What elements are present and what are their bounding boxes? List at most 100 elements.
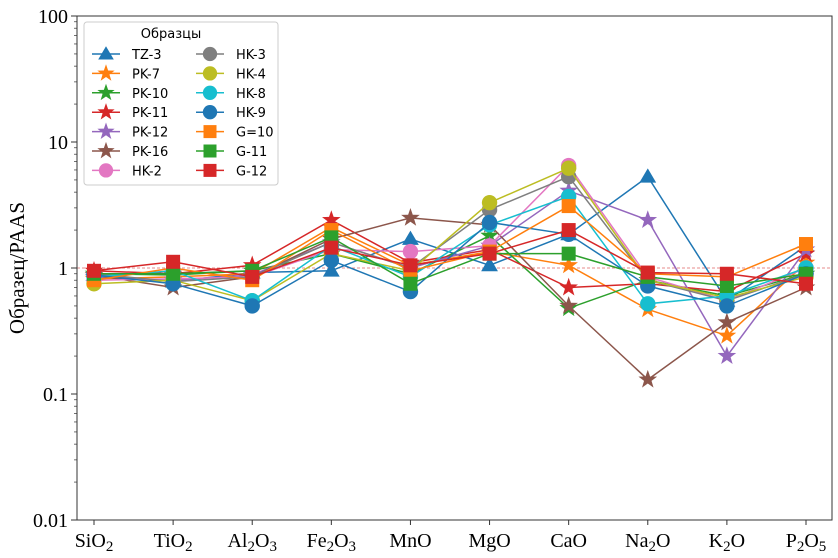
legend-label: G-12 (236, 164, 267, 179)
x-tick-label: CaO (550, 530, 587, 552)
data-point (481, 214, 498, 231)
data-point (401, 208, 420, 226)
x-tick-label: K2O (709, 530, 745, 555)
data-point (322, 262, 340, 277)
legend-label: TZ-3 (131, 48, 162, 63)
x-tick-label: MnO (389, 530, 431, 552)
legend-label: HK-8 (236, 87, 266, 102)
data-point (640, 296, 656, 312)
data-point (87, 263, 101, 278)
data-point (244, 298, 260, 314)
y-axis-label: Образец/PAAS (5, 202, 29, 334)
data-point (561, 223, 576, 238)
data-point (482, 246, 497, 261)
legend-item: G=10 (196, 125, 274, 141)
legend-marker (98, 46, 114, 60)
data-point (402, 230, 419, 245)
legend-marker (202, 85, 218, 100)
x-tick-label: Al2O3 (227, 530, 276, 555)
legend-label: HK-4 (236, 67, 266, 82)
data-point (639, 168, 657, 183)
legend-marker (202, 66, 218, 81)
series-line (93, 167, 807, 302)
legend-marker (97, 64, 115, 81)
data-point (717, 325, 737, 344)
y-tick-label: 100 (38, 6, 68, 28)
x-tick-label: P2O5 (786, 530, 827, 555)
legend-label: PK-16 (132, 145, 168, 160)
legend-label: PK-7 (132, 67, 160, 82)
legend-item: PK-11 (92, 103, 168, 121)
series-g-12 (87, 223, 813, 291)
legend-label: HK-3 (236, 48, 266, 63)
series-layer (84, 157, 816, 388)
data-point (638, 210, 658, 229)
legend-item: HK-4 (196, 66, 266, 82)
x-tick-label: Fe2O3 (307, 530, 356, 555)
legend-item: PK-10 (92, 83, 168, 102)
x-axis: SiO2 TiO2 Al2O3 Fe2O3 MnO MgO CaO Na2O K2O P2O5 (75, 520, 827, 555)
y-tick-label: 10 (48, 132, 68, 154)
legend-marker (202, 46, 218, 62)
series-line (93, 205, 807, 281)
series-line (93, 195, 807, 305)
legend-item: HK-2 (92, 163, 162, 179)
data-point (719, 278, 734, 293)
y-tick-label: 1 (58, 258, 68, 280)
legend-marker (97, 141, 115, 159)
series-hk-9 (86, 214, 814, 314)
legend-item: TZ-3 (92, 46, 162, 63)
data-point (245, 269, 260, 284)
legend-item: HK-9 (196, 105, 266, 121)
legend-title: Образцы (141, 27, 202, 42)
legend-label: HK-2 (132, 164, 162, 179)
legend-marker (97, 103, 115, 120)
series-line (93, 229, 807, 285)
legend-item: G-12 (196, 163, 267, 179)
data-point (402, 243, 419, 260)
x-tick-label: MgO (468, 530, 510, 552)
legend-marker (97, 83, 115, 101)
data-point (403, 258, 418, 273)
legend-label: G=10 (236, 126, 274, 141)
data-point (166, 266, 181, 281)
data-point (559, 255, 578, 274)
legend-label: G-11 (236, 145, 267, 160)
y-tick-label: 0.1 (43, 384, 68, 406)
series-line (93, 221, 807, 307)
legend-marker (202, 105, 218, 120)
data-point (561, 246, 576, 261)
data-point (323, 252, 340, 269)
data-point (481, 256, 498, 272)
data-point (559, 296, 578, 314)
legend-marker (98, 163, 114, 178)
data-point (324, 240, 339, 255)
series-line (93, 217, 807, 381)
data-point (403, 276, 418, 291)
data-point (638, 369, 658, 388)
data-point (717, 312, 737, 331)
legend-marker (203, 163, 217, 177)
legend-label: HK-9 (236, 106, 266, 121)
series-hk-3 (86, 169, 814, 309)
legend-marker (97, 122, 115, 139)
y-axis: 0.01 0.1 1 10 100 (33, 6, 77, 532)
x-tick-label: SiO2 (75, 530, 114, 555)
y-tick-label: 0.01 (33, 510, 68, 532)
data-point (561, 199, 576, 214)
legend-marker (203, 144, 217, 158)
series-line (93, 175, 807, 302)
legend-item: PK-12 (92, 122, 168, 141)
legend-box (83, 21, 279, 186)
data-point (481, 194, 498, 211)
data-point (166, 254, 181, 269)
legend-item: HK-3 (196, 46, 266, 63)
series-line (93, 226, 807, 337)
data-point (717, 346, 737, 364)
x-tick-label: TiO2 (154, 530, 193, 555)
data-point (560, 160, 577, 176)
data-point (799, 276, 813, 291)
legend-label: PK-11 (132, 106, 168, 121)
legend: Образцы TZ-3 PK-7 PK-10 PK-11 PK-12 PK-16 HK-2 H… (83, 21, 279, 186)
